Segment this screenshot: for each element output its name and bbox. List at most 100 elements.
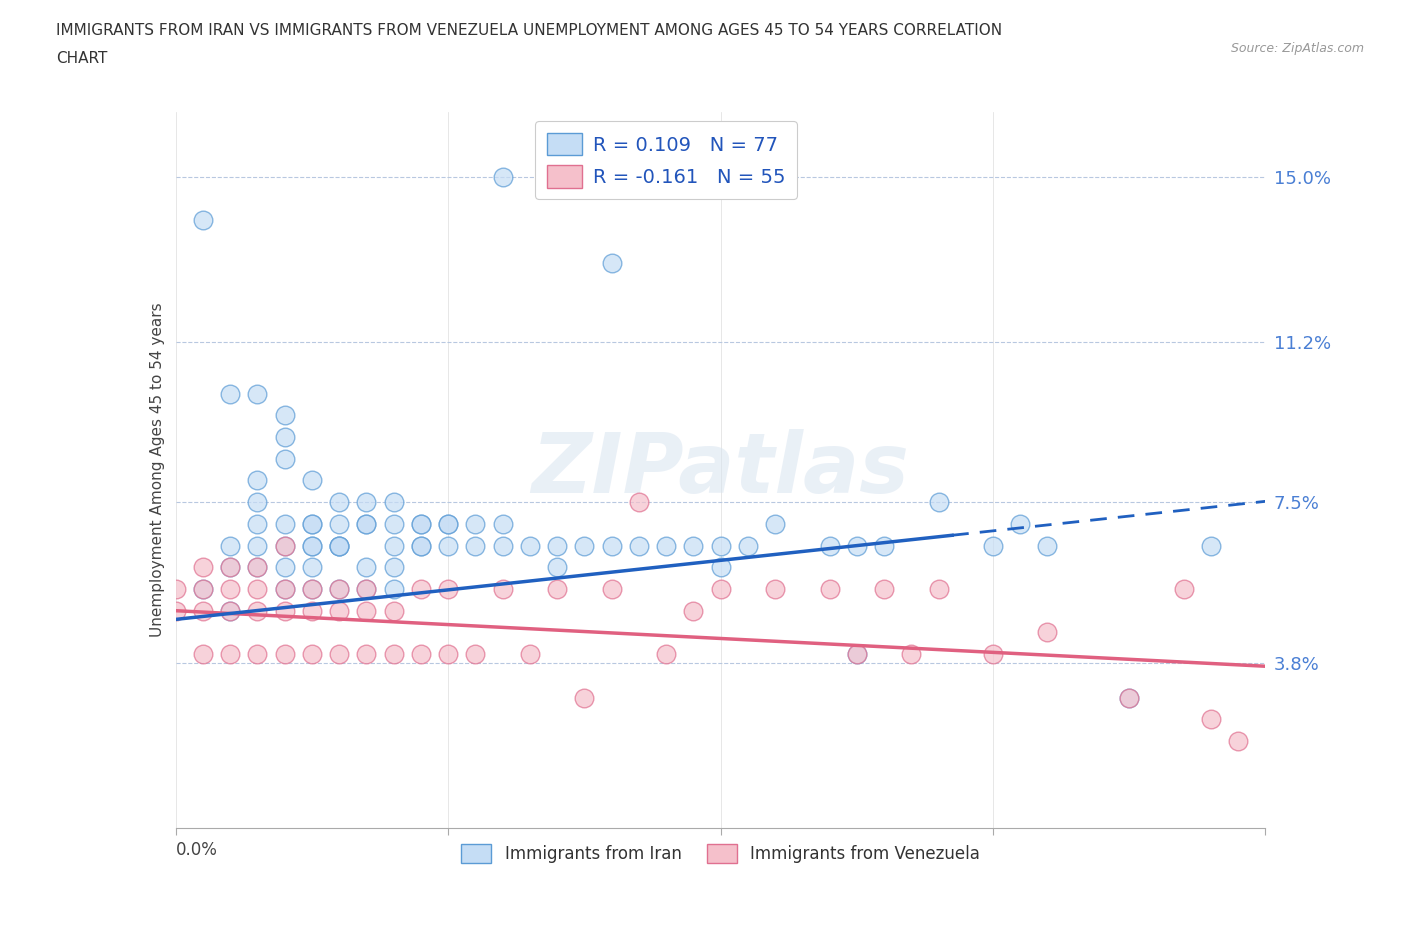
Point [328, 646, 350, 661]
Point [464, 646, 486, 661]
Point [574, 690, 596, 705]
Point [710, 538, 733, 553]
Point [246, 386, 269, 401]
Point [246, 646, 269, 661]
Point [246, 604, 269, 618]
Point [382, 560, 405, 575]
Point [710, 560, 733, 575]
Point [274, 516, 297, 531]
Point [301, 560, 323, 575]
Text: ZIPatlas: ZIPatlas [531, 429, 910, 511]
Y-axis label: Unemployment Among Ages 45 to 54 years: Unemployment Among Ages 45 to 54 years [149, 302, 165, 637]
Point [246, 581, 269, 596]
Point [845, 646, 868, 661]
Text: 0.0%: 0.0% [176, 841, 218, 858]
Point [546, 538, 568, 553]
Point [492, 516, 515, 531]
Point [301, 646, 323, 661]
Point [546, 581, 568, 596]
Point [274, 451, 297, 466]
Point [356, 646, 378, 661]
Point [1036, 625, 1059, 640]
Point [301, 604, 323, 618]
Point [409, 581, 432, 596]
Point [191, 604, 214, 618]
Point [1036, 538, 1059, 553]
Text: IMMIGRANTS FROM IRAN VS IMMIGRANTS FROM VENEZUELA UNEMPLOYMENT AMONG AGES 45 TO : IMMIGRANTS FROM IRAN VS IMMIGRANTS FROM … [56, 23, 1002, 38]
Point [409, 538, 432, 553]
Point [328, 516, 350, 531]
Point [437, 581, 460, 596]
Point [845, 646, 868, 661]
Point [519, 538, 541, 553]
Point [301, 581, 323, 596]
Point [818, 538, 841, 553]
Point [437, 538, 460, 553]
Point [274, 581, 297, 596]
Point [1118, 690, 1140, 705]
Point [356, 560, 378, 575]
Point [464, 516, 486, 531]
Point [274, 538, 297, 553]
Point [655, 646, 678, 661]
Point [763, 516, 786, 531]
Point [627, 538, 650, 553]
Point [219, 604, 242, 618]
Point [900, 646, 922, 661]
Point [301, 538, 323, 553]
Point [301, 516, 323, 531]
Point [356, 495, 378, 510]
Point [165, 604, 187, 618]
Point [328, 538, 350, 553]
Point [492, 581, 515, 596]
Point [328, 538, 350, 553]
Point [301, 473, 323, 488]
Point [873, 538, 896, 553]
Point [437, 516, 460, 531]
Point [464, 538, 486, 553]
Point [191, 646, 214, 661]
Point [219, 646, 242, 661]
Text: CHART: CHART [56, 51, 108, 66]
Point [1199, 711, 1222, 726]
Point [627, 495, 650, 510]
Point [191, 560, 214, 575]
Point [1010, 516, 1032, 531]
Point [301, 581, 323, 596]
Point [409, 516, 432, 531]
Point [328, 581, 350, 596]
Point [246, 560, 269, 575]
Point [437, 516, 460, 531]
Point [409, 538, 432, 553]
Point [382, 516, 405, 531]
Point [274, 581, 297, 596]
Point [845, 538, 868, 553]
Point [382, 538, 405, 553]
Point [600, 538, 623, 553]
Point [763, 581, 786, 596]
Point [382, 604, 405, 618]
Point [873, 581, 896, 596]
Point [600, 581, 623, 596]
Point [328, 604, 350, 618]
Point [274, 408, 297, 423]
Point [219, 560, 242, 575]
Legend: Immigrants from Iran, Immigrants from Venezuela: Immigrants from Iran, Immigrants from Ve… [454, 837, 987, 870]
Point [246, 516, 269, 531]
Point [274, 646, 297, 661]
Point [191, 213, 214, 228]
Point [519, 646, 541, 661]
Point [710, 581, 733, 596]
Point [246, 473, 269, 488]
Point [274, 430, 297, 445]
Point [600, 256, 623, 271]
Point [328, 538, 350, 553]
Point [682, 538, 704, 553]
Point [219, 604, 242, 618]
Point [492, 169, 515, 184]
Point [246, 560, 269, 575]
Point [928, 495, 950, 510]
Point [219, 538, 242, 553]
Point [191, 581, 214, 596]
Text: Source: ZipAtlas.com: Source: ZipAtlas.com [1230, 42, 1364, 55]
